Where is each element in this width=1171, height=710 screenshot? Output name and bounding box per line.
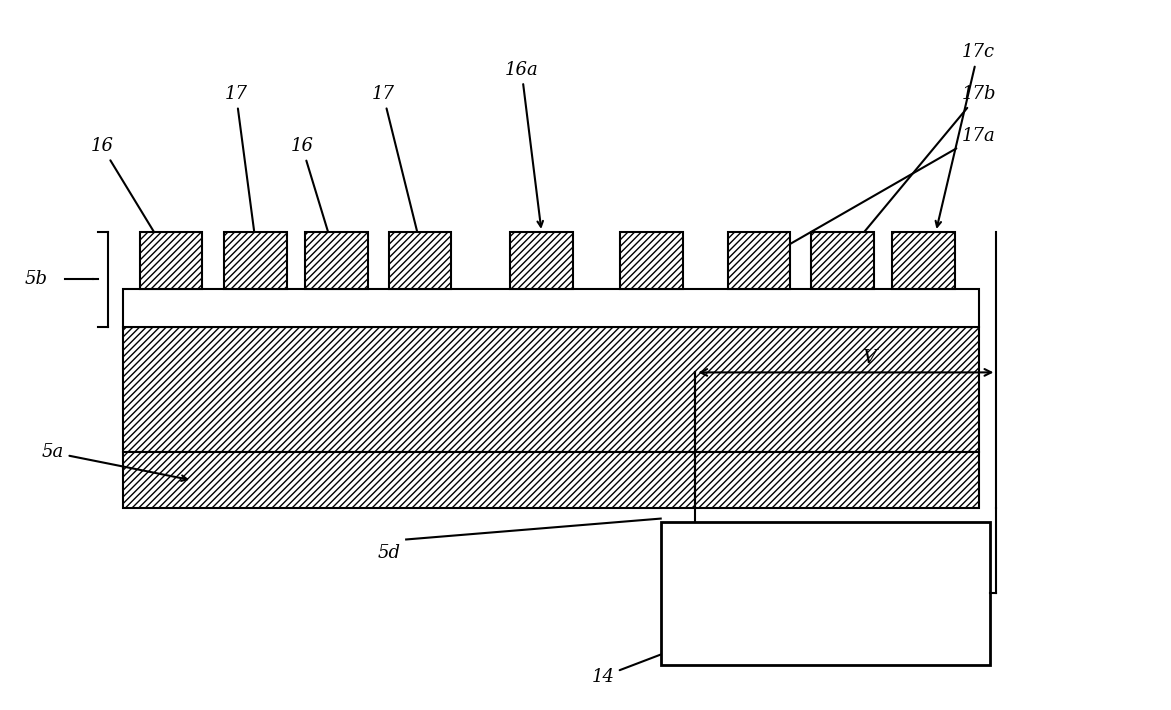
Text: 17c: 17c (936, 43, 994, 226)
Text: 16a: 16a (505, 60, 543, 226)
Text: 5a: 5a (42, 444, 187, 481)
Bar (141, 231, 203, 289)
Text: 17a: 17a (776, 126, 995, 252)
Bar (511, 231, 573, 289)
Bar (123, 327, 979, 452)
Bar (123, 452, 979, 508)
Text: V: V (862, 349, 876, 368)
Bar (123, 452, 979, 508)
Bar (892, 231, 954, 289)
Bar (389, 231, 451, 289)
Bar (225, 231, 287, 289)
Text: 17: 17 (225, 85, 258, 238)
Bar (812, 231, 874, 289)
Text: 17: 17 (371, 85, 420, 239)
Bar (511, 231, 573, 289)
Text: 16: 16 (290, 137, 336, 256)
Text: 14: 14 (591, 638, 703, 686)
Bar (225, 231, 287, 289)
Text: 5d: 5d (377, 545, 400, 562)
Bar (621, 231, 683, 289)
Bar (123, 289, 979, 327)
Bar (728, 231, 790, 289)
Bar (892, 231, 954, 289)
Bar (306, 231, 368, 289)
Text: 17b: 17b (858, 85, 997, 239)
Text: VOLTAGE
CONTROL
CIRCUIT: VOLTAGE CONTROL CIRCUIT (790, 558, 861, 629)
Bar (728, 231, 790, 289)
Text: 5b: 5b (25, 271, 48, 288)
Bar (141, 231, 203, 289)
Bar (306, 231, 368, 289)
Bar (389, 231, 451, 289)
Bar (660, 522, 991, 665)
Text: 16: 16 (90, 137, 169, 256)
Bar (621, 231, 683, 289)
Bar (123, 327, 979, 452)
Bar (812, 231, 874, 289)
